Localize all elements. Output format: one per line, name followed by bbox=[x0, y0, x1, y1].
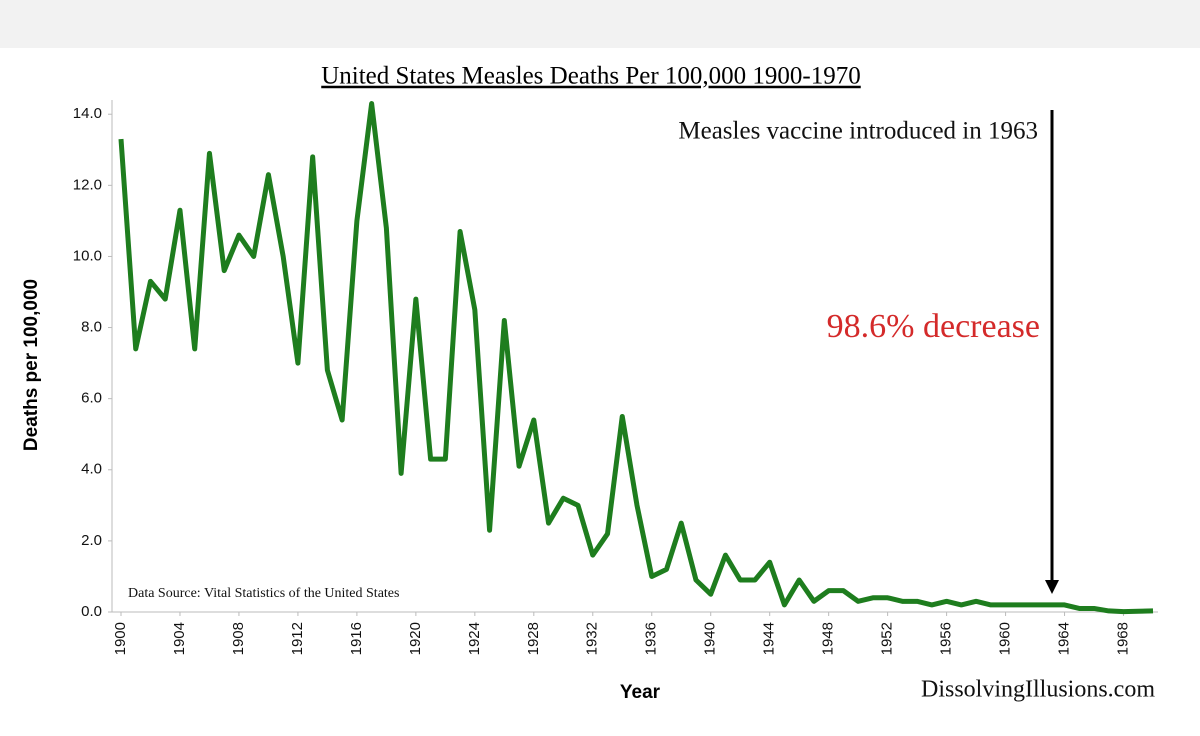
x-tick-label: 1916 bbox=[348, 622, 365, 655]
y-tick-label: 6.0 bbox=[81, 390, 102, 407]
x-tick-label: 1908 bbox=[230, 622, 247, 655]
x-axis-label: Year bbox=[620, 682, 661, 703]
vaccine-annotation: Measles vaccine introduced in 1963 bbox=[678, 118, 1038, 145]
y-axis-label: Deaths per 100,000 bbox=[21, 279, 42, 451]
top-band bbox=[0, 0, 1200, 48]
x-tick-label: 1952 bbox=[879, 622, 896, 655]
x-tick-label: 1948 bbox=[820, 622, 837, 655]
x-tick-label: 1924 bbox=[466, 622, 483, 655]
x-tick-label: 1932 bbox=[584, 622, 601, 655]
arrow-head bbox=[1045, 580, 1059, 594]
x-tick-label: 1928 bbox=[525, 622, 542, 655]
y-tick-label: 0.0 bbox=[81, 603, 102, 620]
decrease-annotation: 98.6% decrease bbox=[827, 308, 1040, 345]
y-tick-label: 8.0 bbox=[81, 319, 102, 336]
x-tick-label: 1912 bbox=[289, 622, 306, 655]
x-tick-label: 1904 bbox=[171, 622, 188, 655]
x-tick-label: 1900 bbox=[112, 622, 129, 655]
data-line bbox=[118, 101, 1154, 615]
y-tick-label: 12.0 bbox=[73, 176, 102, 193]
x-tick-label: 1936 bbox=[643, 622, 660, 655]
y-tick-label: 10.0 bbox=[73, 247, 102, 264]
chart-title: United States Measles Deaths Per 100,000… bbox=[321, 63, 861, 90]
y-tick-label: 2.0 bbox=[81, 532, 102, 549]
source-note: Data Source: Vital Statistics of the Uni… bbox=[128, 586, 399, 601]
x-tick-label: 1956 bbox=[938, 622, 955, 655]
x-tick-label: 1944 bbox=[761, 622, 778, 655]
x-tick-label: 1960 bbox=[997, 622, 1014, 655]
x-tick-label: 1964 bbox=[1056, 622, 1073, 655]
x-tick-label: 1940 bbox=[702, 622, 719, 655]
x-tick-label: 1968 bbox=[1114, 622, 1131, 655]
y-tick-label: 4.0 bbox=[81, 461, 102, 478]
y-tick-label: 14.0 bbox=[73, 105, 102, 122]
watermark: DissolvingIllusions.com bbox=[921, 677, 1155, 703]
x-tick-label: 1920 bbox=[407, 622, 424, 655]
